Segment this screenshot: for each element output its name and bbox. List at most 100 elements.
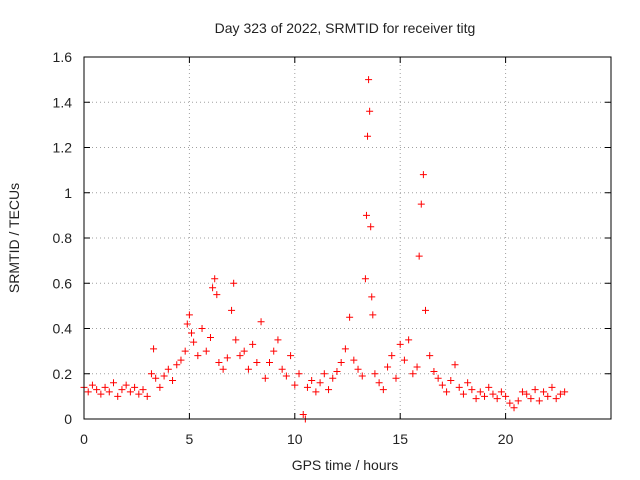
data-point [438, 381, 446, 389]
data-point [417, 200, 425, 208]
data-point [518, 388, 526, 396]
data-point [535, 397, 543, 405]
data-point [472, 395, 480, 403]
data-point [223, 354, 231, 362]
data-point [497, 388, 505, 396]
data-point [514, 397, 522, 405]
data-point [177, 356, 185, 364]
data-point [244, 365, 252, 373]
data-point [364, 132, 372, 140]
data-point [253, 358, 261, 366]
data-point [266, 358, 274, 366]
data-point [426, 352, 434, 360]
x-axis-ticks: 0 5 10 15 20 [80, 57, 514, 447]
data-point [183, 320, 191, 328]
y-tick-label: 0.2 [53, 366, 73, 382]
data-point [369, 311, 377, 319]
data-point [118, 386, 126, 394]
data-point [413, 363, 421, 371]
data-point [84, 388, 92, 396]
data-point [544, 392, 552, 400]
data-point [329, 374, 337, 382]
data-point [540, 388, 548, 396]
data-point [316, 379, 324, 387]
y-tick-label: 1.2 [53, 140, 73, 156]
data-point [430, 367, 438, 375]
data-point [291, 381, 299, 389]
data-point [531, 386, 539, 394]
data-point [506, 399, 514, 407]
data-point [354, 365, 362, 373]
y-axis-ticks: 0 0.2 0.4 0.6 0.8 1 1.2 1.4 1.6 [53, 49, 611, 427]
data-point [368, 293, 376, 301]
data-point [249, 340, 257, 348]
data-point [561, 388, 569, 396]
data-point [257, 318, 265, 326]
x-tick-label: 15 [392, 431, 408, 447]
data-point [164, 365, 172, 373]
data-point [443, 388, 451, 396]
y-tick-label: 0 [64, 411, 72, 427]
data-point [122, 381, 130, 389]
data-point [405, 336, 413, 344]
data-point [97, 390, 105, 398]
data-point [358, 372, 366, 380]
data-point [206, 334, 214, 342]
data-point [523, 390, 531, 398]
data-point [350, 356, 358, 364]
data-point [451, 361, 459, 369]
y-tick-label: 0.6 [53, 275, 73, 291]
data-point [384, 363, 392, 371]
data-point [396, 340, 404, 348]
data-point [365, 76, 373, 84]
data-point [126, 388, 134, 396]
data-point [135, 390, 143, 398]
data-point [320, 370, 328, 378]
data-point [308, 377, 316, 385]
data-point [493, 395, 501, 403]
data-point [459, 390, 467, 398]
data-point [434, 374, 442, 382]
data-point [173, 361, 181, 369]
data-point [409, 370, 417, 378]
data-point [415, 252, 423, 260]
data-point [337, 358, 345, 366]
data-point [282, 372, 290, 380]
data-point [379, 386, 387, 394]
data-point [240, 347, 248, 355]
data-point [392, 374, 400, 382]
data-point [367, 223, 375, 231]
data-markers [80, 76, 569, 423]
data-point [160, 372, 168, 380]
data-point [190, 338, 198, 346]
x-tick-label: 0 [80, 431, 88, 447]
data-point [156, 383, 164, 391]
data-point [447, 377, 455, 385]
data-point [485, 383, 493, 391]
y-tick-label: 1 [64, 185, 72, 201]
data-point [198, 325, 206, 332]
data-point [236, 352, 244, 360]
data-point [110, 379, 118, 387]
data-point [295, 370, 303, 378]
data-point [421, 306, 429, 314]
data-point [366, 107, 374, 115]
data-point [194, 352, 202, 360]
data-point [215, 358, 223, 366]
data-point [202, 347, 210, 355]
data-point [468, 386, 476, 394]
data-point [527, 395, 535, 403]
data-point [131, 383, 139, 391]
x-axis-title: GPS time / hours [292, 457, 399, 473]
data-point [150, 345, 158, 353]
data-point [556, 390, 564, 398]
data-point [325, 386, 333, 394]
data-point [261, 374, 269, 382]
x-tick-label: 20 [498, 431, 514, 447]
data-point [361, 275, 369, 283]
data-point [230, 279, 238, 287]
data-point [278, 365, 286, 373]
data-point [502, 392, 510, 400]
data-point [211, 275, 219, 283]
